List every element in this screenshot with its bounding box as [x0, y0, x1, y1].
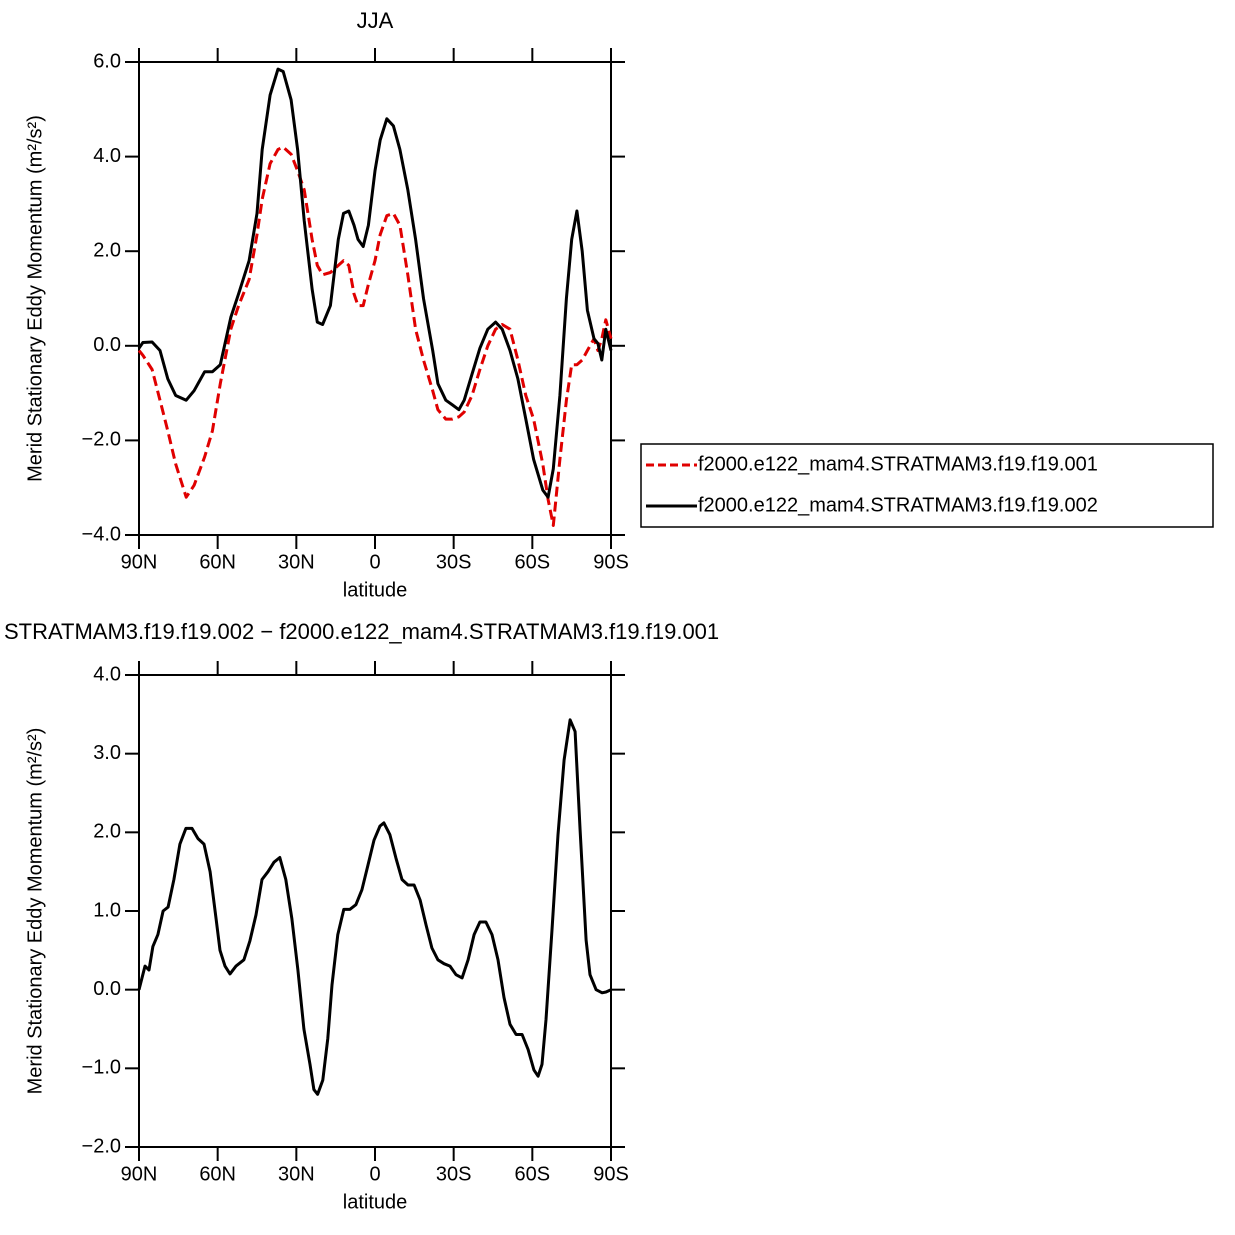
x-tick-label: 0: [369, 1163, 380, 1185]
y-tick-label: 2.0: [93, 821, 121, 843]
chart-title: JJA: [357, 8, 394, 33]
y-tick-label: 0.0: [93, 334, 121, 356]
legend-box: [640, 443, 1214, 528]
legend-label: f2000.e122_mam4.STRATMAM3.f19.f19.002: [698, 494, 1098, 516]
x-tick-label: 30S: [436, 551, 472, 573]
x-tick-label: 60S: [515, 551, 551, 573]
y-axis-label: Merid Stationary Eddy Momentum (m²/s²): [24, 115, 46, 482]
x-tick-label: 30S: [436, 1163, 472, 1185]
y-tick-label: 6.0: [93, 50, 121, 72]
x-axis-label: latitude: [343, 1191, 408, 1213]
chart-title: STRATMAM3.f19.f19.002 − f2000.e122_mam4.…: [4, 619, 719, 644]
x-tick-label: 60S: [515, 1163, 551, 1185]
data-line: [137, 145, 613, 527]
y-tick-label: 2.0: [93, 239, 121, 261]
x-tick-label: 30N: [278, 1163, 315, 1185]
y-tick-label: 4.0: [93, 145, 121, 167]
x-tick-label: 60N: [199, 1163, 236, 1185]
legend-label: f2000.e122_mam4.STRATMAM3.f19.f19.001: [698, 453, 1098, 475]
x-tick-label: 90N: [121, 551, 158, 573]
plot-frame: [138, 61, 612, 536]
y-axis-label: Merid Stationary Eddy Momentum (m²/s²): [24, 728, 46, 1095]
x-tick-label: 30N: [278, 551, 315, 573]
y-tick-label: 0.0: [93, 978, 121, 1000]
y-tick-label: −1.0: [82, 1057, 121, 1079]
x-tick-label: 90S: [593, 551, 629, 573]
x-tick-label: 0: [369, 551, 380, 573]
y-tick-label: 4.0: [93, 663, 121, 685]
y-tick-label: 1.0: [93, 899, 121, 921]
y-tick-label: −4.0: [82, 523, 121, 545]
x-tick-label: 90N: [121, 1163, 158, 1185]
y-tick-label: −2.0: [82, 429, 121, 451]
plot-frame: [138, 674, 612, 1148]
data-line: [137, 67, 613, 499]
x-tick-label: 60N: [199, 551, 236, 573]
data-line: [137, 718, 612, 1096]
y-tick-label: −2.0: [82, 1135, 121, 1157]
x-tick-label: 90S: [593, 1163, 629, 1185]
x-axis-label: latitude: [343, 579, 408, 601]
y-tick-label: 3.0: [93, 742, 121, 764]
